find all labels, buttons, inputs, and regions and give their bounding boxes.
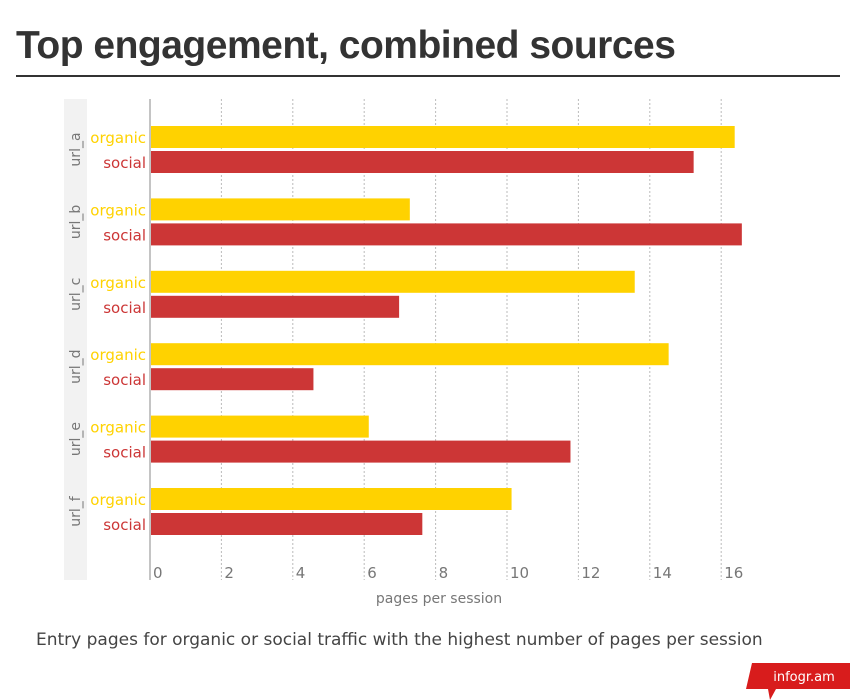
category-band [64,99,87,580]
category-label: url_b [68,205,84,240]
x-axis-label: pages per session [376,591,502,607]
chart-caption: Entry pages for organic or social traffi… [36,630,763,650]
bar-social [151,223,742,246]
series-label-social: social [103,226,146,244]
series-label-organic: organic [90,346,146,364]
series-label-organic: organic [90,491,146,509]
chart-title: Top engagement, combined sources [16,24,676,67]
bar-social [151,295,400,318]
bar-organic [151,415,369,438]
bar-social [151,440,571,463]
logo-text: infogr.am [773,670,835,685]
category-label: url_a [68,132,84,166]
bar-organic [151,270,635,293]
series-label-social: social [103,154,146,172]
x-tick-label: 0 [153,564,163,582]
series-label-social: social [103,371,146,389]
bar-organic [151,198,410,221]
x-tick-label: 10 [510,564,529,582]
series-label-organic: organic [90,201,146,219]
x-tick-label: 2 [224,564,234,582]
series-label-organic: organic [90,419,146,437]
title-underline [16,75,840,77]
category-label: url_f [68,495,84,527]
x-tick-label: 16 [724,564,743,582]
x-tick-label: 6 [367,564,377,582]
x-tick-label: 14 [653,564,672,582]
bar-social [151,513,423,535]
category-label: url_d [68,349,84,383]
series-label-organic: organic [90,129,146,147]
bar-organic [151,488,512,510]
series-label-social: social [103,299,146,317]
x-tick-label: 12 [581,564,600,582]
x-tick-label: 4 [296,564,306,582]
category-label: url_e [68,422,84,456]
infogram-logo[interactable]: infogr.am [746,663,850,700]
series-label-organic: organic [90,274,146,292]
x-tick-label: 8 [439,564,449,582]
series-label-social: social [103,444,146,462]
bar-social [151,151,694,173]
category-label: url_c [68,278,84,311]
series-label-social: social [103,516,146,534]
bar-social [151,368,314,391]
bar-organic [151,126,735,148]
bar-organic [151,343,669,366]
